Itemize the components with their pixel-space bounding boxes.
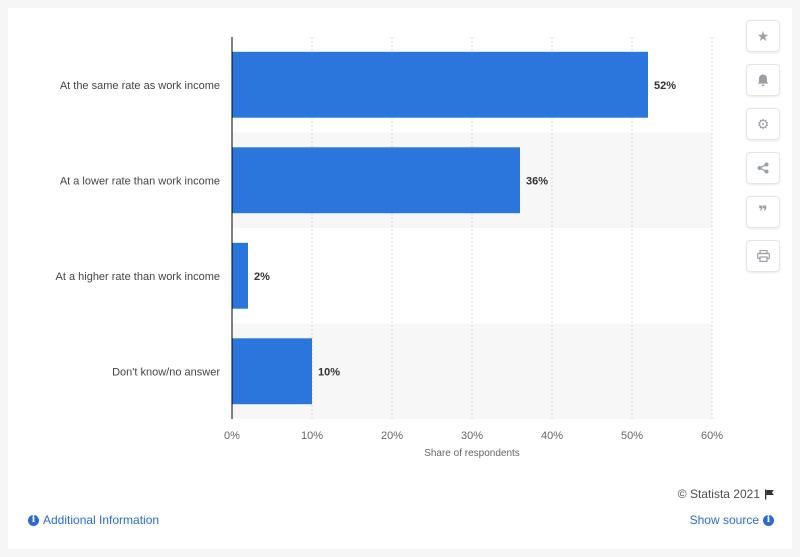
bar-value-label: 2%: [254, 271, 270, 283]
bar-value-label: 36%: [526, 175, 548, 187]
additional-information-label: Additional Information: [43, 513, 160, 527]
category-label: At the same rate as work income: [60, 80, 220, 92]
x-tick-label: 30%: [461, 430, 483, 442]
cite-button[interactable]: ❞: [746, 196, 780, 228]
category-label: At a lower rate than work income: [60, 175, 220, 187]
settings-button[interactable]: ⚙: [746, 108, 780, 140]
toolbar-sidebar: ★ ⚙ ❞: [746, 20, 780, 284]
bar-value-labels: 52% 36% 2% 10%: [254, 80, 676, 379]
quote-icon: ❞: [758, 204, 768, 221]
share-icon: [757, 162, 769, 174]
show-source-label: Show source: [689, 513, 759, 527]
x-tick-label: 40%: [541, 430, 563, 442]
bar-value-label: 52%: [654, 80, 676, 92]
print-icon: [756, 250, 770, 262]
bell-icon: [757, 74, 769, 86]
bar: [232, 338, 312, 405]
gear-icon: ⚙: [756, 115, 770, 132]
category-label: Don't know/no answer: [112, 366, 220, 378]
x-tick-label: 20%: [381, 430, 403, 442]
info-icon: i: [763, 514, 774, 526]
info-icon: i: [28, 514, 39, 526]
x-tick-labels: 0% 10% 20% 30% 40% 50% 60%: [224, 430, 723, 442]
notification-button[interactable]: [746, 64, 780, 96]
statista-credit[interactable]: © Statista 2021: [678, 487, 775, 501]
bar: [232, 51, 648, 118]
share-button[interactable]: [746, 152, 780, 184]
bar-value-label: 10%: [318, 366, 340, 378]
x-tick-label: 50%: [621, 430, 643, 442]
print-button[interactable]: [746, 240, 780, 272]
flag-icon: [765, 489, 774, 499]
bar: [232, 147, 520, 214]
category-labels: At the same rate as work income At a lowe…: [56, 80, 221, 379]
x-tick-label: 0%: [224, 430, 240, 442]
credit-text: © Statista 2021: [677, 487, 760, 501]
favorite-button[interactable]: ★: [746, 20, 780, 52]
x-tick-label: 60%: [701, 430, 723, 442]
bars: [232, 51, 648, 405]
bar: [232, 242, 248, 309]
star-icon: ★: [756, 27, 770, 44]
x-axis-title: Share of respondents: [424, 448, 520, 459]
category-label: At a higher rate than work income: [56, 271, 220, 283]
show-source-link[interactable]: Show source i: [690, 513, 774, 527]
additional-information-link[interactable]: i Additional Information: [28, 513, 159, 527]
x-tick-label: 10%: [301, 430, 323, 442]
bar-chart: 52% 36% 2% 10% At the same rate as work inc…: [56, 37, 723, 459]
